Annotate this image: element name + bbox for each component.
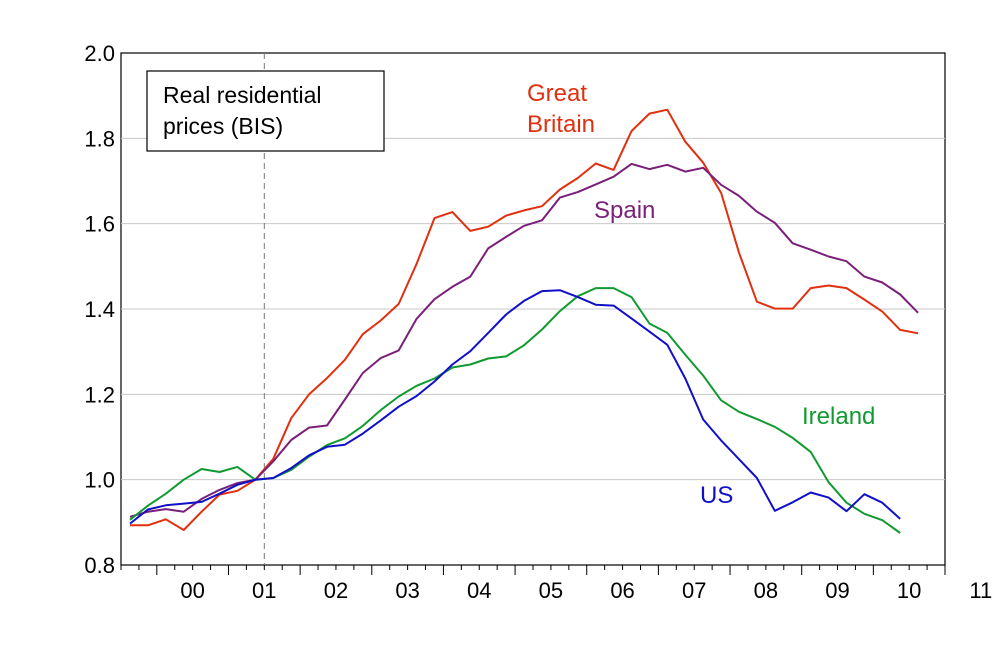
series-line-us xyxy=(129,289,901,525)
x-tick-label: 08 xyxy=(754,578,778,603)
x-tick-label: 07 xyxy=(682,578,706,603)
y-tick-label: 0.8 xyxy=(84,553,115,578)
x-tick-label: 11 xyxy=(969,578,992,603)
y-tick-label: 1.0 xyxy=(84,468,115,493)
x-tick-label: 00 xyxy=(180,578,204,603)
series-line-ireland xyxy=(129,287,901,534)
series-label-great-britain-line2: Britain xyxy=(527,111,595,138)
x-tick-label: 10 xyxy=(897,578,921,603)
series-label-ireland: Ireland xyxy=(802,403,875,430)
y-tick-label: 1.4 xyxy=(84,297,115,322)
series-labels: Great Britain Spain Ireland US xyxy=(527,80,875,509)
series-line-great-britain xyxy=(130,108,919,531)
series-label-great-britain-line1: Great xyxy=(527,80,587,107)
series-label-us: US xyxy=(700,482,733,509)
x-tick-label: 04 xyxy=(467,578,491,603)
annotation-box: Real residential prices (BIS) xyxy=(146,70,385,152)
x-tick-label: 06 xyxy=(610,578,634,603)
x-tick-label: 03 xyxy=(395,578,419,603)
y-tick-label: 2.0 xyxy=(84,41,115,66)
y-tick-label: 1.2 xyxy=(84,382,115,407)
x-tick-label: 09 xyxy=(825,578,849,603)
y-tick-label: 1.8 xyxy=(84,126,115,151)
annotation-box-frame xyxy=(146,70,385,152)
series-lines xyxy=(129,108,919,534)
annotation-line-2: prices (BIS) xyxy=(163,113,283,139)
x-axis: 00 01 02 03 04 05 06 07 08 09 10 11 xyxy=(120,565,992,603)
x-tick-label: 05 xyxy=(539,578,563,603)
x-tick-label: 02 xyxy=(324,578,348,603)
series-label-spain: Spain xyxy=(594,197,655,224)
series-line-spain xyxy=(129,162,919,518)
x-tick-label: 01 xyxy=(252,578,276,603)
y-tick-label: 1.6 xyxy=(84,212,115,237)
y-axis: 0.8 1.0 1.2 1.4 1.6 1.8 2.0 xyxy=(84,41,115,578)
annotation-line-1: Real residential xyxy=(163,82,322,108)
